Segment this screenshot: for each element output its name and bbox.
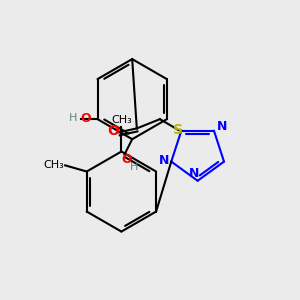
Text: N: N	[216, 120, 227, 133]
Text: CH₃: CH₃	[43, 160, 64, 170]
Text: N: N	[189, 167, 199, 180]
Text: S: S	[173, 123, 183, 137]
Text: O: O	[122, 153, 132, 166]
Text: O: O	[80, 112, 91, 125]
Text: CH₃: CH₃	[111, 115, 132, 125]
Text: H: H	[130, 162, 139, 172]
Text: O: O	[107, 124, 119, 138]
Text: N: N	[158, 154, 169, 166]
Text: H: H	[69, 113, 77, 123]
